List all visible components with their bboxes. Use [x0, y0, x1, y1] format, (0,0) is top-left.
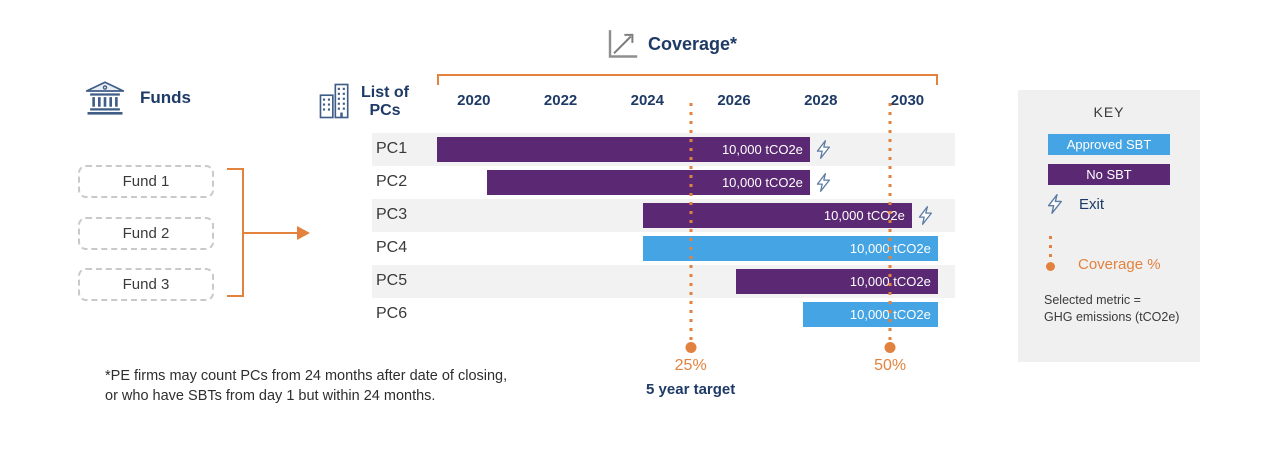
- pcs-heading-line2: PCs: [369, 102, 401, 119]
- key-coverage-dot-icon: [1046, 262, 1055, 271]
- bar-value-label: 10,000 tCO2e: [849, 307, 931, 322]
- fund-box-3: Fund 3: [78, 268, 214, 301]
- coverage-percent-label: 25%: [674, 357, 707, 374]
- year-tick-2022: 2022: [543, 92, 578, 109]
- year-tick-2028: 2028: [804, 92, 838, 109]
- approved-sbt-bar: 10,000 tCO2e: [803, 302, 938, 327]
- exit-bolt-icon: [816, 140, 830, 159]
- bar-value-label: 10,000 tCO2e: [721, 142, 803, 157]
- funds-title: Funds: [140, 88, 191, 107]
- funds-bracket-vertical: [242, 168, 244, 297]
- pc-row-pc5: PC5 10,000 tCO2e: [372, 265, 955, 298]
- pc-row-pc2: PC2 10,000 tCO2e: [372, 166, 955, 199]
- approved-sbt-bar: 10,000 tCO2e: [642, 236, 938, 261]
- key-no-sbt-chip: No SBT: [1048, 164, 1170, 185]
- key-coverage-dotted-line-icon: [1049, 236, 1052, 258]
- key-title: KEY: [1093, 104, 1125, 120]
- pc-label: PC6: [376, 305, 408, 322]
- key-approved-sbt-chip: Approved SBT: [1048, 134, 1170, 155]
- exit-bolt-icon: [816, 173, 830, 192]
- no-sbt-bar: 10,000 tCO2e: [642, 203, 912, 228]
- fund-box-2: Fund 2: [78, 216, 214, 250]
- pcs-heading: List of PCs: [318, 82, 409, 120]
- pc-row-pc3: PC3 10,000 tCO2e: [372, 199, 955, 232]
- footnote-line2: or who have SBTs from day 1 but within 2…: [105, 388, 436, 404]
- bar-value-label: 10,000 tCO2e: [721, 175, 803, 190]
- footnote: *PE firms may count PCs from 24 months a…: [105, 366, 507, 406]
- exit-bolt-wrap: [917, 204, 933, 232]
- funds-bracket-bottom-arm: [227, 295, 244, 297]
- coverage-bracket: [437, 74, 938, 85]
- key-exit-row: Exit: [1046, 192, 1104, 216]
- coverage-header: Coverage*: [606, 28, 737, 61]
- year-tick-2030: 2030: [890, 92, 925, 109]
- bar-value-label: 10,000 tCO2e: [823, 208, 905, 223]
- key-metric-line1: Selected metric =: [1044, 293, 1141, 307]
- funds-arrow-head-icon: [297, 226, 310, 240]
- exit-bolt-wrap: [815, 171, 831, 199]
- no-sbt-bar: 10,000 tCO2e: [437, 137, 810, 162]
- key-selected-metric: Selected metric = GHG emissions (tCO2e): [1044, 292, 1179, 326]
- year-tick-2020: 2020: [457, 92, 491, 109]
- chart-axes-icon: [608, 30, 638, 58]
- buildings-icon: [319, 83, 349, 119]
- pc-track: 10,000 tCO2e: [437, 232, 940, 265]
- key-coverage-label: Coverage %: [1078, 256, 1161, 273]
- coverage-title: Coverage*: [648, 34, 738, 54]
- pc-row-pc6: PC6 10,000 tCO2e: [372, 298, 955, 331]
- pc-track: 10,000 tCO2e: [437, 265, 940, 298]
- pc-row-pc4: PC4 10,000 tCO2e: [372, 232, 955, 265]
- key-panel: KEY Approved SBT No SBT Exit Coverage % …: [1018, 90, 1200, 362]
- coverage-dot-icon: [685, 342, 697, 353]
- pc-label: PC3: [376, 206, 408, 223]
- pc-label: PC1: [376, 140, 408, 157]
- bank-icon: [85, 81, 125, 115]
- pc-track: 10,000 tCO2e: [437, 298, 940, 331]
- pc-row-pc1: PC1 10,000 tCO2e: [372, 133, 955, 166]
- pc-label: PC2: [376, 173, 408, 190]
- year-tick-2026: 2026: [717, 92, 751, 109]
- fund-box-1: Fund 1: [78, 165, 214, 198]
- pc-track: 10,000 tCO2e: [437, 133, 940, 166]
- pc-track: 10,000 tCO2e: [437, 199, 940, 232]
- key-exit-label: Exit: [1079, 195, 1105, 213]
- exit-bolt-wrap: [815, 138, 831, 166]
- key-metric-line2: GHG emissions (tCO2e): [1044, 310, 1180, 324]
- pcs-heading-text: List of PCs: [361, 82, 409, 120]
- bar-value-label: 10,000 tCO2e: [849, 241, 931, 256]
- bar-value-label: 10,000 tCO2e: [849, 274, 931, 289]
- funds-heading: Funds: [84, 80, 191, 116]
- exit-bolt-icon: [1047, 193, 1062, 215]
- no-sbt-bar: 10,000 tCO2e: [486, 170, 810, 195]
- exit-bolt-icon: [918, 206, 932, 225]
- coverage-percent-label: 50%: [874, 357, 907, 374]
- pc-track: 10,000 tCO2e: [437, 166, 940, 199]
- pcs-heading-line1: List of: [361, 84, 409, 101]
- pc-label: PC4: [376, 239, 408, 256]
- coverage-target-label: 5 year target: [646, 381, 736, 398]
- funds-bracket-top-arm: [227, 168, 244, 170]
- pc-label: PC5: [376, 272, 408, 289]
- year-tick-2024: 2024: [630, 92, 664, 109]
- no-sbt-bar: 10,000 tCO2e: [736, 269, 938, 294]
- timeline-year-axis: 2020 2022 2024 2026 2028 2030: [437, 92, 940, 112]
- coverage-dot-icon: [884, 342, 896, 353]
- pc-gantt-rows: PC1 10,000 tCO2e PC2 10,000 tCO2e PC3 10,000 …: [372, 133, 955, 331]
- funds-arrow-shaft: [244, 232, 299, 234]
- footnote-line1: *PE firms may count PCs from 24 months a…: [105, 368, 508, 384]
